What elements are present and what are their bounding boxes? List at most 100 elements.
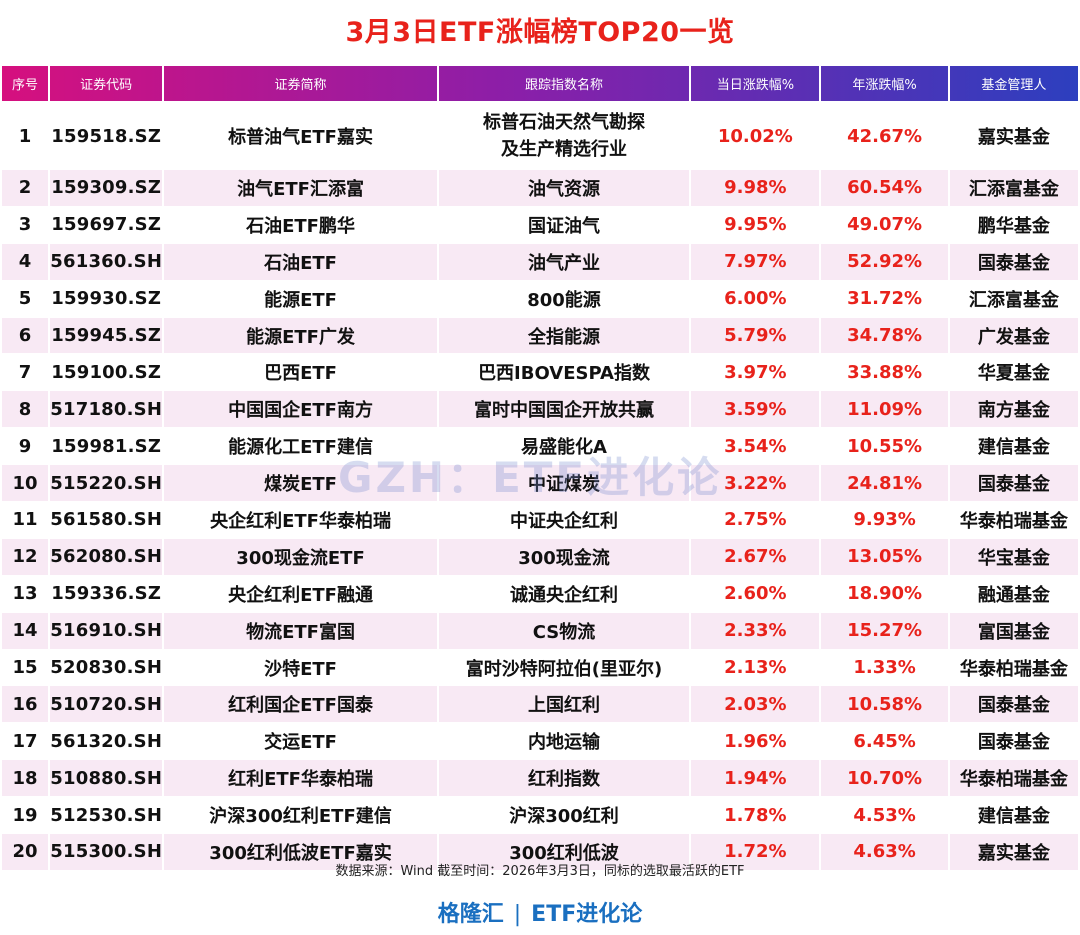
cell-name: 能源化工ETF建信 [164, 428, 437, 466]
cell-index: 富时中国国企开放共赢 [438, 391, 690, 429]
cell-manager: 华泰柏瑞基金 [949, 502, 1078, 539]
cell-day-change: 3.59% [691, 391, 820, 429]
cell-day-change: 7.97% [691, 243, 820, 281]
cell-rank: 5 [2, 280, 49, 318]
cell-name: 标普油气ETF嘉实 [164, 103, 437, 170]
cell-index: 油气资源 [438, 170, 690, 207]
cell-day-change: 2.60% [691, 575, 820, 613]
cell-day-change: 1.94% [691, 760, 820, 798]
cell-code: 517180.SH [50, 391, 163, 429]
cell-name: 红利ETF华泰柏瑞 [164, 760, 437, 798]
cell-day-change: 1.96% [691, 723, 820, 761]
cell-rank: 8 [2, 391, 49, 429]
cell-rank: 4 [2, 243, 49, 281]
cell-index: 800能源 [438, 280, 690, 318]
table-row: 6 159945.SZ 能源ETF广发 全指能源 5.79% 34.78% 广发基金 [2, 317, 1078, 355]
table-header: 序号 证券代码 证券简称 跟踪指数名称 当日涨跌幅% 年涨跌幅% 基金管理人 [2, 66, 1078, 103]
header-rank: 序号 [2, 66, 49, 103]
cell-code: 510720.SH [50, 686, 163, 724]
cell-year-change: 10.70% [821, 760, 948, 798]
cell-rank: 2 [2, 170, 49, 207]
cell-manager: 汇添富基金 [949, 280, 1078, 318]
header-year-change: 年涨跌幅% [821, 66, 948, 103]
cell-index: 300红利低波 [438, 834, 690, 871]
cell-rank: 20 [2, 834, 49, 871]
cell-manager: 广发基金 [949, 317, 1078, 355]
cell-year-change: 13.05% [821, 538, 948, 576]
cell-manager: 建信基金 [949, 797, 1078, 835]
cell-code: 159336.SZ [50, 575, 163, 613]
cell-rank: 3 [2, 206, 49, 244]
cell-index: 诚通央企红利 [438, 575, 690, 613]
cell-day-change: 2.67% [691, 538, 820, 576]
cell-rank: 14 [2, 612, 49, 650]
cell-code: 515300.SH [50, 834, 163, 871]
cell-day-change: 2.03% [691, 686, 820, 724]
table-row: 10 515220.SH 煤炭ETF 中证煤炭 3.22% 24.81% 国泰基金 [2, 465, 1078, 503]
cell-code: 159100.SZ [50, 354, 163, 392]
cell-index: 标普石油天然气勘探 及生产精选行业 [438, 103, 690, 170]
cell-index-line: 标普石油天然气勘探 [483, 112, 646, 133]
cell-year-change: 10.58% [821, 686, 948, 724]
cell-code: 159697.SZ [50, 206, 163, 244]
cell-index: 易盛能化A [438, 428, 690, 466]
header-code: 证券代码 [50, 66, 163, 103]
cell-index: 上国红利 [438, 686, 690, 724]
cell-rank: 18 [2, 760, 49, 798]
cell-name: 物流ETF富国 [164, 612, 437, 650]
cell-year-change: 18.90% [821, 575, 948, 613]
table-row: 14 516910.SH 物流ETF富国 CS物流 2.33% 15.27% 富国基金 [2, 612, 1078, 650]
cell-day-change: 2.75% [691, 502, 820, 539]
cell-index: 300现金流 [438, 538, 690, 576]
cell-rank: 6 [2, 317, 49, 355]
cell-name: 沪深300红利ETF建信 [164, 797, 437, 835]
etf-ranking-table: 序号 证券代码 证券简称 跟踪指数名称 当日涨跌幅% 年涨跌幅% 基金管理人 1… [0, 66, 1080, 871]
cell-code: 561360.SH [50, 243, 163, 281]
cell-manager: 建信基金 [949, 428, 1078, 466]
brand-channel: ETF进化论 [531, 902, 643, 927]
table-row: 2 159309.SZ 油气ETF汇添富 油气资源 9.98% 60.54% 汇添富基金 [2, 170, 1078, 207]
table-row: 19 512530.SH 沪深300红利ETF建信 沪深300红利 1.78% 4.53%… [2, 797, 1078, 835]
cell-year-change: 4.53% [821, 797, 948, 835]
cell-manager: 国泰基金 [949, 686, 1078, 724]
table-row: 16 510720.SH 红利国企ETF国泰 上国红利 2.03% 10.58% 国泰基金 [2, 686, 1078, 724]
cell-year-change: 31.72% [821, 280, 948, 318]
cell-code: 159930.SZ [50, 280, 163, 318]
header-name: 证券简称 [164, 66, 437, 103]
table-body: 1 159518.SZ 标普油气ETF嘉实 标普石油天然气勘探 及生产精选行业 10.02… [2, 103, 1078, 871]
cell-manager: 国泰基金 [949, 723, 1078, 761]
cell-manager: 嘉实基金 [949, 103, 1078, 170]
table-row: 11 561580.SH 央企红利ETF华泰柏瑞 中证央企红利 2.75% 9.93% 华泰… [2, 502, 1078, 539]
cell-day-change: 2.33% [691, 612, 820, 650]
cell-year-change: 6.45% [821, 723, 948, 761]
cell-day-change: 5.79% [691, 317, 820, 355]
cell-year-change: 24.81% [821, 465, 948, 503]
cell-name: 央企红利ETF华泰柏瑞 [164, 502, 437, 539]
cell-manager: 华泰柏瑞基金 [949, 649, 1078, 687]
cell-name: 能源ETF广发 [164, 317, 437, 355]
cell-year-change: 33.88% [821, 354, 948, 392]
cell-code: 561320.SH [50, 723, 163, 761]
cell-manager: 华泰柏瑞基金 [949, 760, 1078, 798]
data-source-note: 数据来源：Wind 截至时间：2026年3月3日，同标的选取最活跃的ETF [335, 864, 745, 879]
table-row: 5 159930.SZ 能源ETF 800能源 6.00% 31.72% 汇添富基金 [2, 280, 1078, 318]
cell-name: 能源ETF [164, 280, 437, 318]
cell-name: 央企红利ETF融通 [164, 575, 437, 613]
cell-day-change: 3.22% [691, 465, 820, 503]
page-title: 3月3日ETF涨幅榜TOP20一览 [345, 17, 735, 48]
cell-year-change: 1.33% [821, 649, 948, 687]
cell-rank: 7 [2, 354, 49, 392]
cell-code: 159309.SZ [50, 170, 163, 207]
cell-day-change: 6.00% [691, 280, 820, 318]
cell-year-change: 52.92% [821, 243, 948, 281]
table-row: 12 562080.SH 300现金流ETF 300现金流 2.67% 13.05% 华宝基… [2, 538, 1078, 576]
cell-name: 石油ETF [164, 243, 437, 281]
table-row: 8 517180.SH 中国国企ETF南方 富时中国国企开放共赢 3.59% 11.09%… [2, 391, 1078, 429]
table-row: 15 520830.SH 沙特ETF 富时沙特阿拉伯(里亚尔) 2.13% 1.33% 华泰… [2, 649, 1078, 687]
cell-year-change: 49.07% [821, 206, 948, 244]
cell-name: 沙特ETF [164, 649, 437, 687]
cell-day-change: 9.98% [691, 170, 820, 207]
cell-index: 红利指数 [438, 760, 690, 798]
cell-index: 富时沙特阿拉伯(里亚尔) [438, 649, 690, 687]
cell-index: 内地运输 [438, 723, 690, 761]
